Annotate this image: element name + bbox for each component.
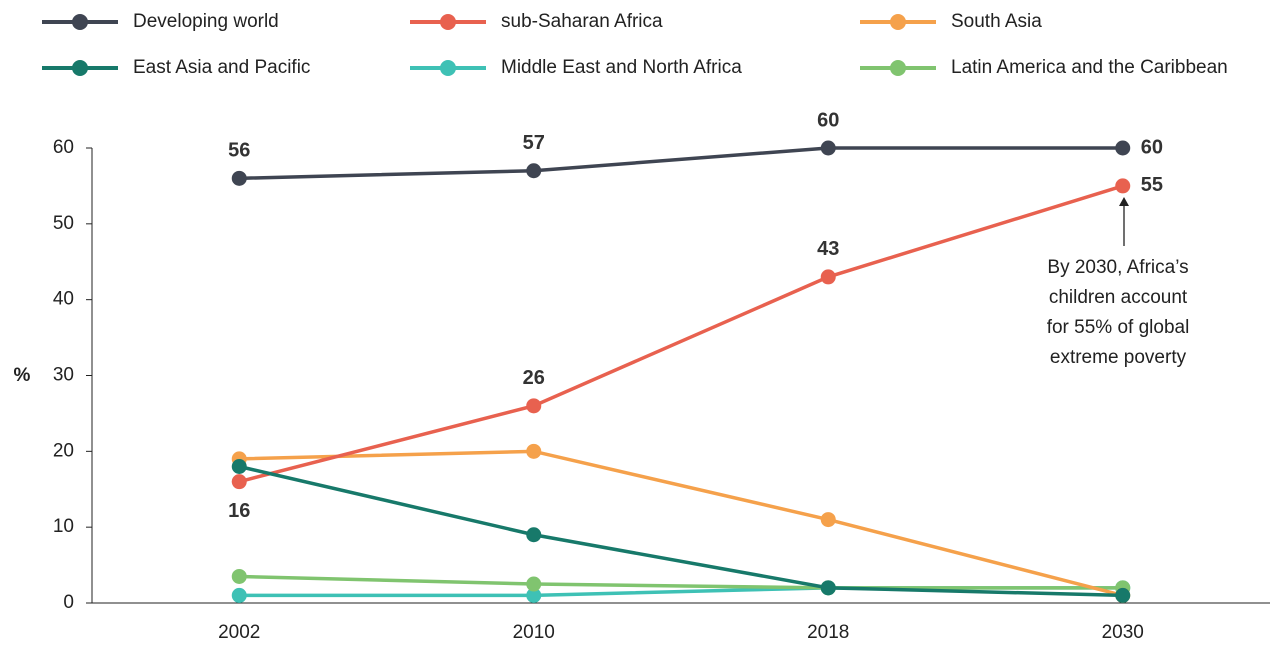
- data-label: 57: [523, 132, 545, 154]
- legend-marker: [72, 60, 88, 76]
- y-tick-label: 40: [53, 289, 74, 310]
- y-tick-label: 10: [53, 516, 74, 537]
- legend-label: South Asia: [951, 11, 1042, 32]
- x-tick-label: 2010: [513, 622, 555, 643]
- legend-marker: [440, 60, 456, 76]
- data-label: 56: [228, 140, 250, 162]
- data-label: 26: [523, 367, 545, 389]
- legend-marker: [890, 14, 906, 30]
- legend-marker: [72, 14, 88, 30]
- data-point: [1115, 587, 1131, 603]
- annotation: extreme poverty: [1050, 347, 1187, 368]
- series-line: [239, 146, 1123, 181]
- data-point: [820, 580, 836, 596]
- data-point: [526, 443, 542, 459]
- data-point: [526, 576, 542, 592]
- annotation: for 55% of global: [1047, 317, 1190, 338]
- legend-label: East Asia and Pacific: [133, 57, 310, 78]
- data-point: [231, 568, 247, 584]
- data-point: [820, 512, 836, 528]
- y-tick-label: 0: [63, 592, 74, 613]
- x-tick-label: 2018: [807, 622, 849, 643]
- y-axis-label: %: [14, 365, 31, 386]
- data-label: 55: [1141, 174, 1163, 196]
- data-point: [820, 140, 836, 156]
- legend-label: Latin America and the Caribbean: [951, 57, 1228, 78]
- data-point: [526, 398, 542, 414]
- data-label: 43: [817, 238, 839, 260]
- data-point: [231, 170, 247, 186]
- y-tick-label: 20: [53, 440, 74, 461]
- series-line: [239, 449, 1124, 598]
- data-point: [526, 163, 542, 179]
- legend-label: Developing world: [133, 11, 279, 32]
- legend-label: sub-Saharan Africa: [501, 11, 663, 32]
- data-point: [526, 587, 542, 603]
- legend-marker: [440, 14, 456, 30]
- data-point: [1115, 178, 1131, 194]
- data-label: 60: [1141, 136, 1163, 158]
- data-label: 16: [228, 500, 250, 522]
- data-point: [231, 587, 247, 603]
- annotation: By 2030, Africa’s: [1047, 257, 1188, 278]
- series-line: [239, 574, 1123, 590]
- x-tick-label: 2002: [218, 622, 260, 643]
- data-label: 60: [817, 109, 839, 131]
- x-tick-label: 2030: [1102, 622, 1144, 643]
- y-tick-label: 60: [53, 137, 74, 158]
- data-point: [820, 269, 836, 285]
- data-point: [231, 474, 247, 490]
- series-line: [238, 184, 1124, 484]
- y-tick-label: 30: [53, 365, 74, 386]
- legend-label: Middle East and North Africa: [501, 57, 742, 78]
- data-point: [526, 527, 542, 543]
- y-tick-label: 50: [53, 213, 74, 234]
- series-line: [238, 464, 1123, 598]
- annotation: children account: [1049, 287, 1188, 308]
- data-point: [231, 459, 247, 474]
- data-point: [1115, 140, 1131, 156]
- annotation-arrowhead: [1119, 197, 1129, 206]
- legend-marker: [890, 60, 906, 76]
